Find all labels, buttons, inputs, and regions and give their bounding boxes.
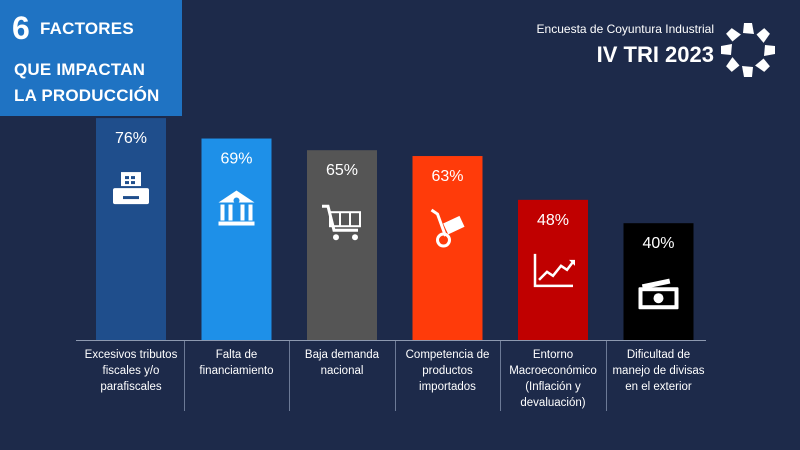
category-label-line: financiamiento xyxy=(199,365,274,377)
trend-chart-icon xyxy=(533,253,575,288)
banknote-icon xyxy=(638,278,679,310)
category-label-line: devaluación) xyxy=(520,397,586,409)
title-line-1: FACTORES xyxy=(40,19,134,38)
title-line-2: QUE IMPACTAN xyxy=(14,60,146,79)
cash-register-icon xyxy=(113,172,149,205)
category-label-line: Competencia de xyxy=(405,349,490,361)
category-label-line: manejo de divisas xyxy=(612,365,705,377)
category-label-line: Entorno xyxy=(532,349,574,361)
value-label-3: 65% xyxy=(326,162,358,179)
bar-1 xyxy=(96,118,166,340)
category-label-5: Entorno Macroeconómico (Inflación y devalua… xyxy=(499,347,607,411)
category-separator xyxy=(500,341,502,411)
category-label-line: nacional xyxy=(320,365,364,377)
category-separator xyxy=(289,341,291,411)
ring-logo-icon xyxy=(721,23,775,77)
category-label-3: Baja demanda nacional xyxy=(288,347,396,379)
value-label-1: 76% xyxy=(115,130,147,147)
category-label-line: fiscales y/o xyxy=(102,365,160,377)
value-label-5: 48% xyxy=(537,212,569,229)
title-box: 6 FACTORES QUE IMPACTAN LA PRODUCCIÓN xyxy=(0,0,182,116)
x-axis-line xyxy=(76,340,706,341)
category-label-line: Baja demanda xyxy=(304,349,380,361)
category-separator xyxy=(183,341,185,411)
bar-3 xyxy=(307,150,377,340)
title-line-3: LA PRODUCCIÓN xyxy=(14,86,160,105)
bar-2 xyxy=(201,138,272,340)
category-label-line: Falta de xyxy=(215,349,258,361)
category-label-line: productos xyxy=(422,365,473,377)
category-label-line: Excesivos tributos xyxy=(84,349,178,361)
value-label-6: 40% xyxy=(642,235,674,252)
survey-name: Encuesta de Coyuntura Industrial xyxy=(536,22,714,36)
shopping-cart-icon xyxy=(322,204,361,241)
category-label-2: Falta de financiamiento xyxy=(183,347,291,379)
category-label-4: Competencia de productos importados xyxy=(394,347,502,395)
hand-truck-icon xyxy=(430,208,465,248)
category-separator xyxy=(394,341,396,411)
category-label-line: importados xyxy=(419,381,476,393)
category-label-line: en el exterior xyxy=(625,381,692,393)
bar-4 xyxy=(412,156,483,340)
category-label-line: Dificultad de xyxy=(626,349,691,361)
title-number: 6 xyxy=(12,10,30,46)
category-label-line: parafiscales xyxy=(100,381,162,393)
survey-period: IV TRI 2023 xyxy=(596,42,714,67)
bar-5 xyxy=(518,199,588,340)
category-label-line: Macroeconómico xyxy=(509,365,597,377)
category-label-6: Dificultad de manejo de divisas en el exte… xyxy=(605,347,713,395)
category-label-1: Excesivos tributos fiscales y/o parafiscal… xyxy=(77,347,185,395)
category-separator xyxy=(605,341,607,411)
value-label-4: 63% xyxy=(431,168,463,185)
bank-icon xyxy=(218,190,255,226)
category-label-line: (Inflación y xyxy=(525,381,581,393)
value-label-2: 69% xyxy=(220,151,252,168)
